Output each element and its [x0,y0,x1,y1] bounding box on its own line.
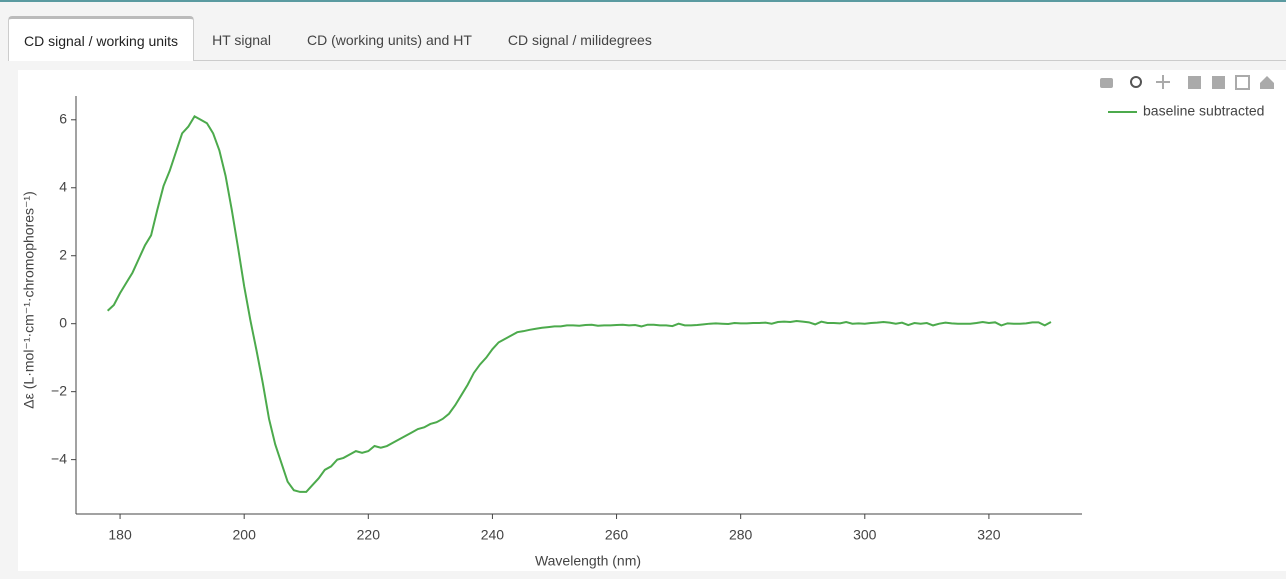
tab[interactable]: CD signal / working units [8,16,195,61]
x-tick-label: 240 [481,527,505,543]
chart-panel: Wavelength (nm) Δε (L·mol⁻¹·cm⁻¹·chromop… [18,70,1286,571]
x-tick-label: 260 [605,527,629,543]
zoom-out-icon[interactable] [1212,76,1225,89]
x-axis-title: Wavelength (nm) [535,553,641,569]
legend-label: baseline subtracted [1143,103,1264,119]
camera-icon[interactable] [1100,78,1113,88]
tab[interactable]: CD signal / milidegrees [507,32,652,48]
series-line [106,115,1052,493]
x-tick-label: 320 [977,527,1001,543]
y-tick-label: 6 [59,110,67,126]
zoom-in-icon[interactable] [1188,76,1201,89]
y-tick-label: −2 [51,382,67,398]
y-tick-label: 0 [59,314,67,330]
zoom-icon[interactable] [1130,76,1142,88]
x-tick-label: 300 [853,527,877,543]
reset-icon[interactable] [1260,76,1274,89]
pan-icon[interactable] [1156,75,1170,89]
x-tick-label: 180 [108,527,132,543]
top-border [0,0,1286,2]
autoscale-icon[interactable] [1235,75,1250,90]
y-tick-label: 2 [59,246,67,262]
modebar [1100,75,1274,90]
chart: Wavelength (nm) Δε (L·mol⁻¹·cm⁻¹·chromop… [21,75,1274,569]
y-tick-label: 4 [59,178,67,194]
y-tick-label: −4 [51,450,67,466]
tab[interactable]: HT signal [212,32,271,48]
x-tick-label: 200 [233,527,257,543]
y-axis-title: Δε (L·mol⁻¹·cm⁻¹·chromophores⁻¹) [21,191,37,408]
tab-bar: CD signal / working units HT signal CD (wo… [8,16,1286,61]
x-tick-label: 280 [729,527,753,543]
x-tick-label: 220 [357,527,381,543]
tab[interactable]: CD (working units) and HT [306,32,472,48]
